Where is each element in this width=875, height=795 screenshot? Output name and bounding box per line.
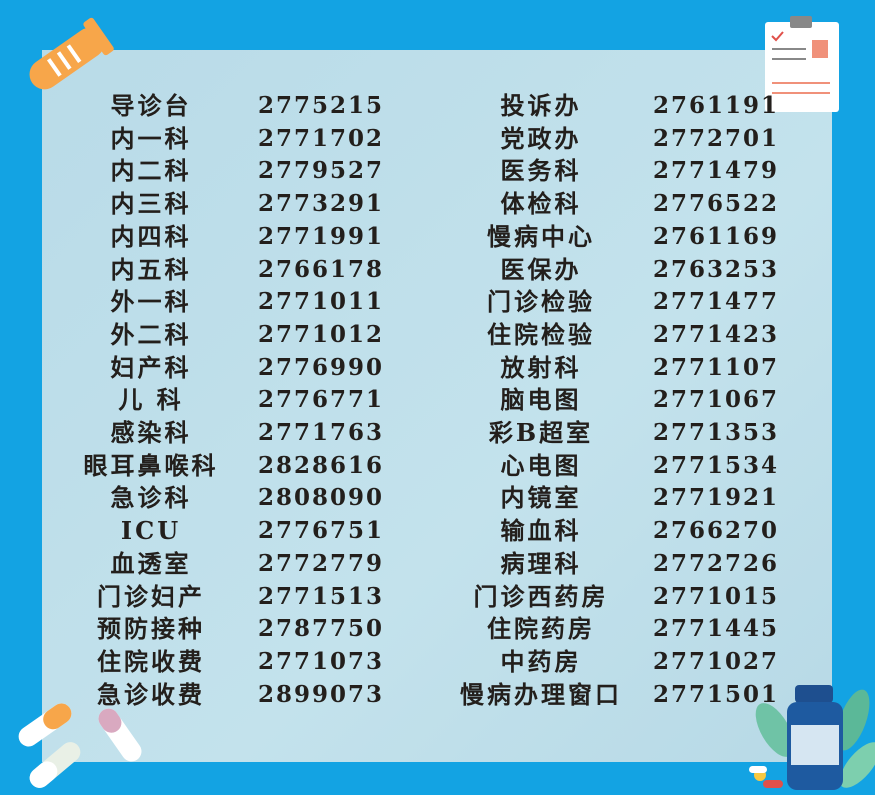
department-name: 眼耳鼻喉科 <box>83 450 219 480</box>
department-name: 外一科 <box>110 287 192 317</box>
department-name: 脑电图 <box>500 385 582 415</box>
phone-number: 2761191 <box>653 92 780 119</box>
department-name: 心电图 <box>500 450 582 480</box>
pills-icon <box>18 703 142 788</box>
department-name: 感染科 <box>110 418 192 447</box>
phone-number: 2899073 <box>258 680 385 708</box>
department-name: 内镜室 <box>500 483 582 513</box>
phone-number: 2771012 <box>258 320 385 348</box>
phone-number: 2773291 <box>258 190 385 218</box>
department-name: 导诊台 <box>110 91 192 120</box>
test-tube-icon <box>29 17 114 90</box>
phone-number: 2771479 <box>653 157 780 185</box>
phone-number: 2779527 <box>258 157 385 185</box>
phone-number: 2828616 <box>258 451 385 479</box>
department-name: 医务科 <box>500 156 582 186</box>
department-name: 内二科 <box>110 156 192 186</box>
phone-number: 2771921 <box>653 484 780 512</box>
department-name: 内一科 <box>110 123 192 153</box>
department-name: 外二科 <box>110 319 192 349</box>
phone-number: 2776990 <box>258 353 385 381</box>
phone-number: 2771073 <box>258 647 385 675</box>
phone-number: 2772779 <box>258 549 385 577</box>
department-name: 急诊科 <box>110 483 192 513</box>
phone-number: 2772701 <box>653 124 780 152</box>
phone-number: 2771702 <box>258 124 385 152</box>
phone-number: 2771501 <box>653 680 780 708</box>
department-name: 党政办 <box>500 123 582 153</box>
medicine-bottle-icon <box>749 685 875 790</box>
phone-number: 2771011 <box>258 288 385 316</box>
phone-number: 2766178 <box>258 255 385 283</box>
department-name: 预防接种 <box>97 614 205 644</box>
department-name: 急诊收费 <box>97 679 205 709</box>
phone-number: 2771991 <box>258 222 385 250</box>
phone-number: 2771067 <box>653 386 780 414</box>
department-name: 医保办 <box>500 254 582 284</box>
phone-number: 2771513 <box>258 582 385 610</box>
phone-number: 2776771 <box>258 386 385 414</box>
phone-number: 2761169 <box>653 222 780 250</box>
phone-number: 2776522 <box>653 190 780 218</box>
department-name: 住院检验 <box>487 319 595 349</box>
department-name: 住院药房 <box>487 614 595 644</box>
department-name: 内三科 <box>110 189 192 219</box>
phone-number: 2772726 <box>653 549 780 577</box>
phone-number: 2776751 <box>258 517 385 545</box>
phone-number: 2808090 <box>258 484 385 512</box>
department-name: 病理科 <box>500 548 582 578</box>
phone-number: 2763253 <box>653 255 780 283</box>
department-name: 投诉办 <box>500 91 582 120</box>
department-name: 住院收费 <box>97 646 205 676</box>
department-name: 门诊妇产 <box>97 581 205 611</box>
phone-number: 2771353 <box>653 419 780 446</box>
department-name: 内五科 <box>110 254 192 284</box>
department-name: 彩B超室 <box>488 418 594 447</box>
department-name: 妇产科 <box>110 352 192 382</box>
phone-number: 2771107 <box>653 353 780 381</box>
phone-number: 2766270 <box>653 517 780 545</box>
phone-number: 2787750 <box>258 615 385 643</box>
department-name: 内四科 <box>110 221 192 251</box>
department-name: 放射科 <box>500 352 582 382</box>
department-name: 血透室 <box>110 548 192 578</box>
department-name: 输血科 <box>500 516 582 546</box>
phone-number: 2771423 <box>653 320 780 348</box>
department-name: 慢病办理窗口 <box>460 679 622 709</box>
clipboard-icon <box>765 16 839 112</box>
department-name: 门诊检验 <box>487 287 595 317</box>
phone-number: 2771027 <box>653 647 780 675</box>
phone-number: 2771763 <box>258 419 385 446</box>
phone-number: 2771477 <box>653 288 780 316</box>
department-name: 门诊西药房 <box>473 581 609 611</box>
department-name: ICU <box>120 516 182 546</box>
directory-panel <box>42 50 832 762</box>
phone-number: 2771445 <box>653 615 780 643</box>
department-name: 中药房 <box>500 646 582 676</box>
department-name: 慢病中心 <box>487 221 595 251</box>
phone-number: 2771534 <box>653 451 780 479</box>
phone-number: 2775215 <box>258 92 385 119</box>
department-name: 体检科 <box>500 189 582 219</box>
department-name: 儿 科 <box>118 385 184 415</box>
phone-number: 2771015 <box>653 582 780 610</box>
